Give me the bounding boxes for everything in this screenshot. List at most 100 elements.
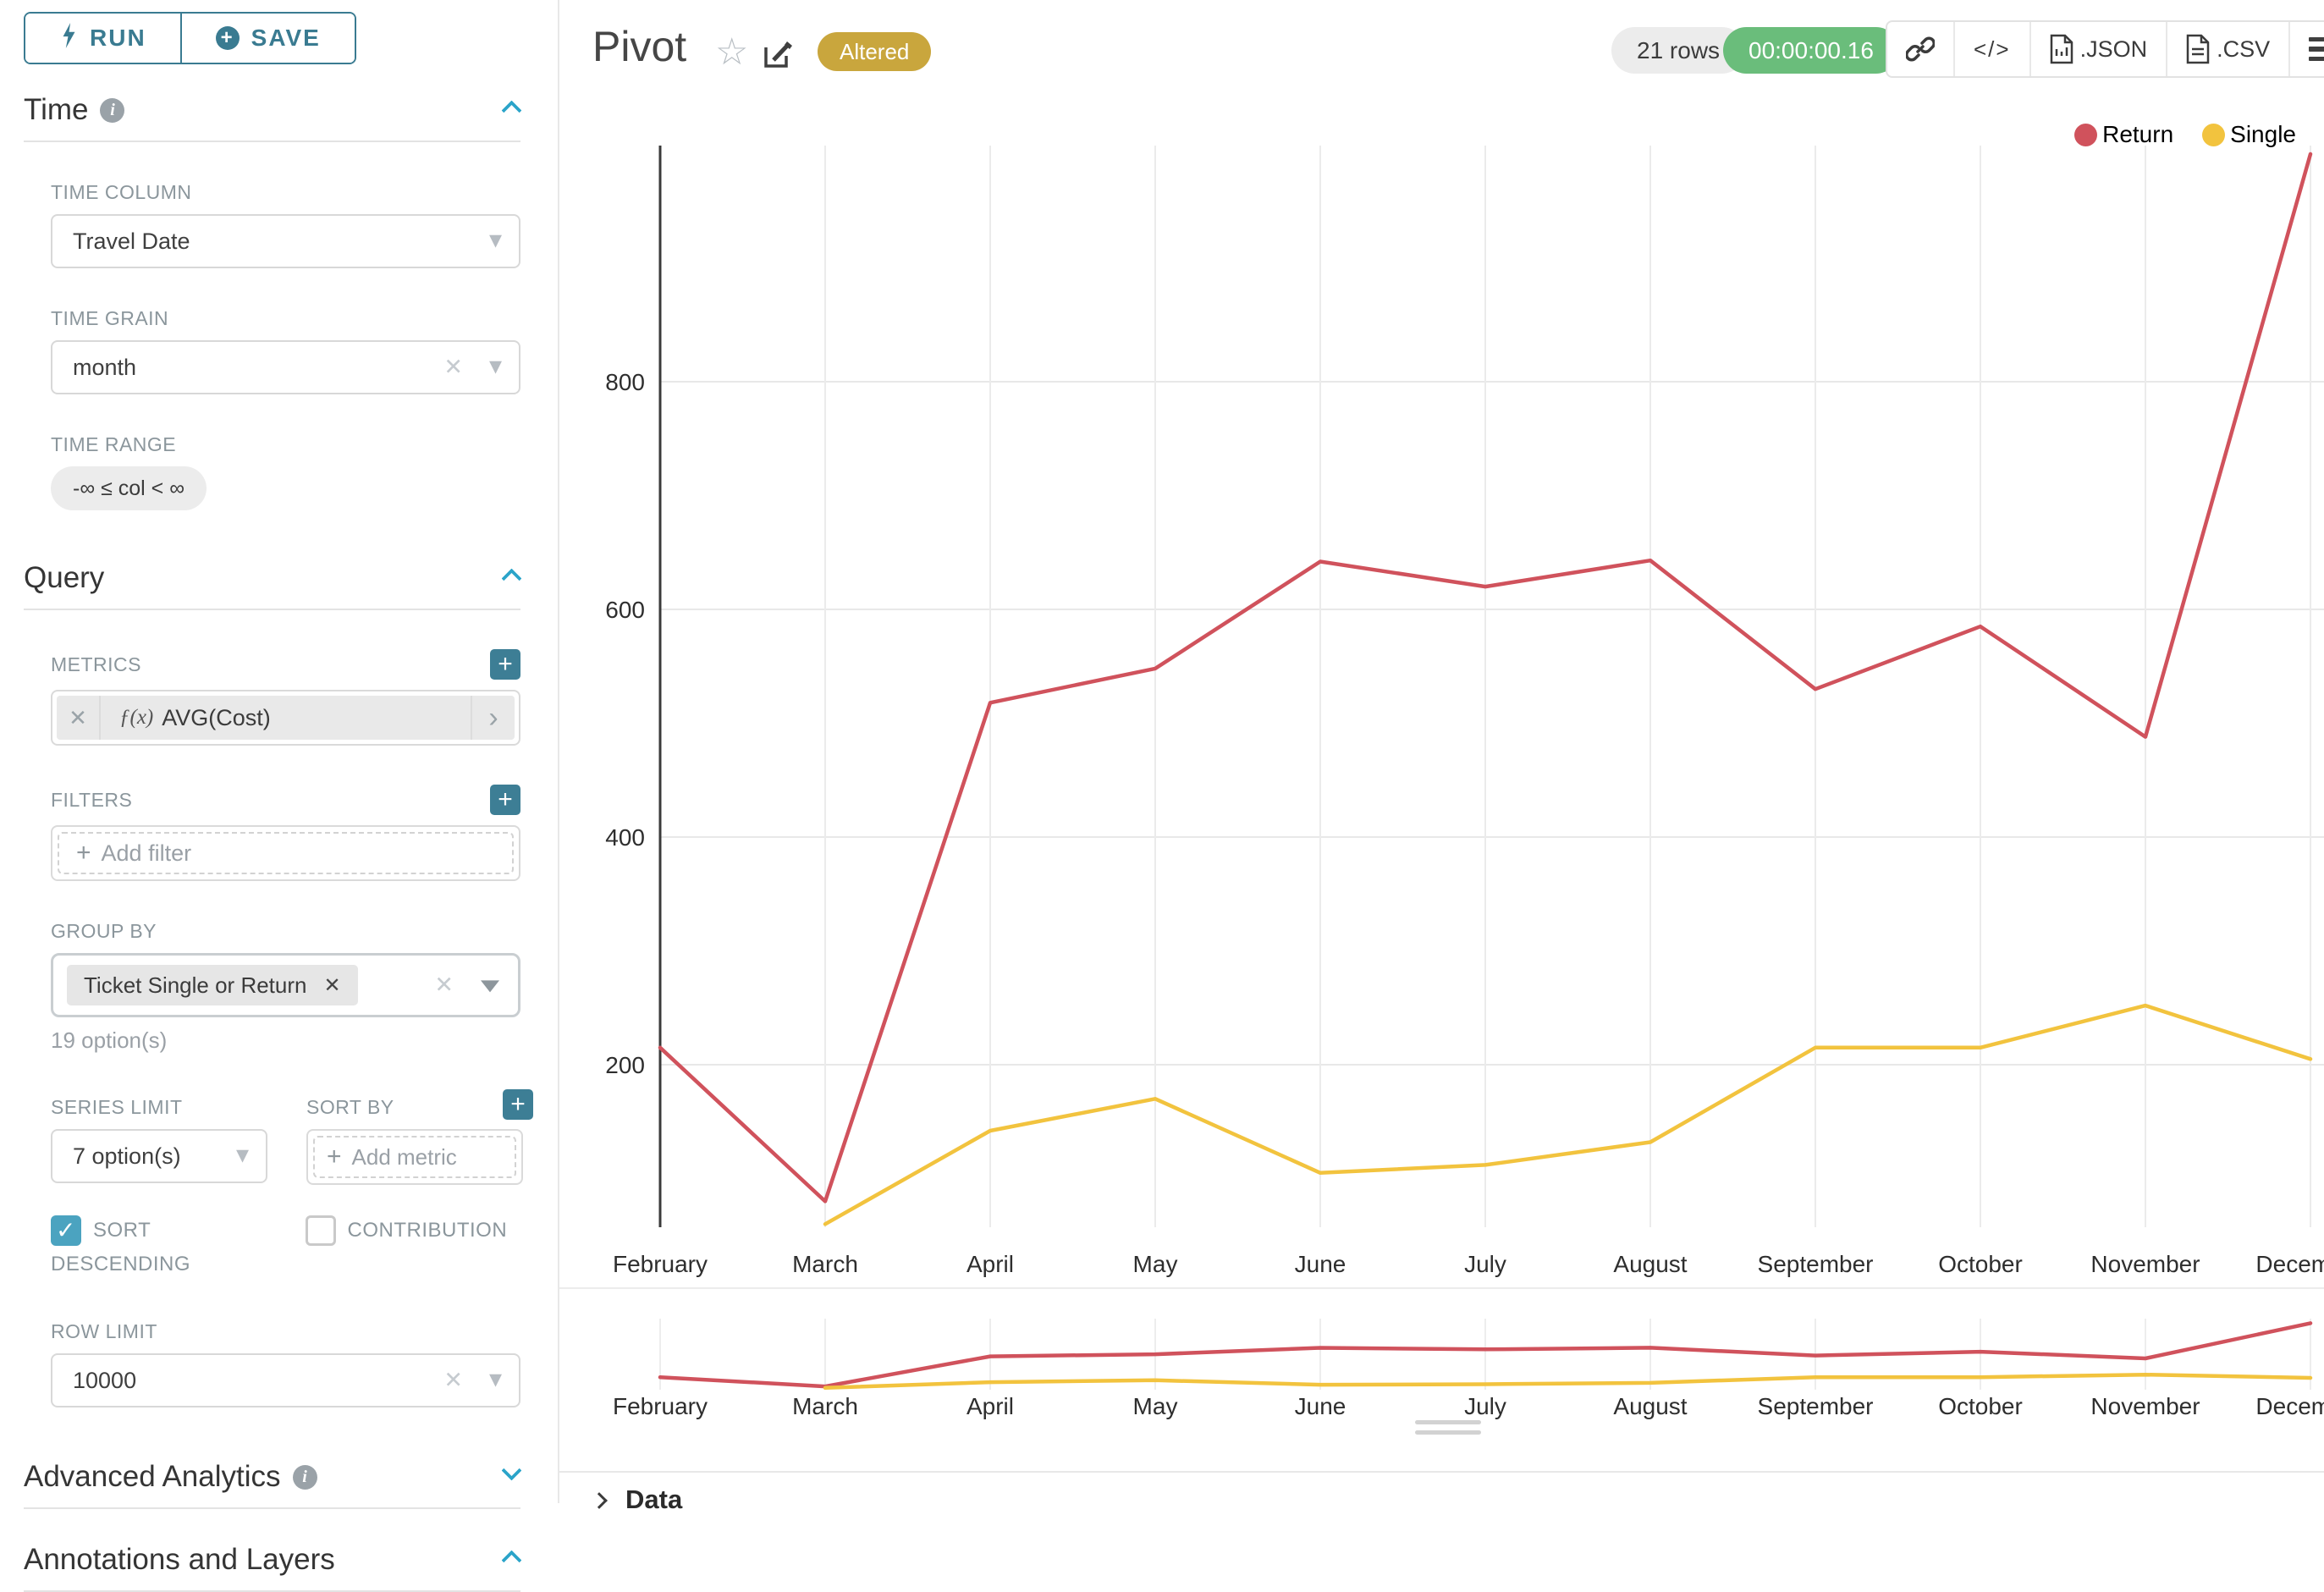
time-column-value: Travel Date <box>73 228 190 254</box>
mini-x-axis-label: April <box>966 1393 1014 1419</box>
mini-x-axis-label: June <box>1295 1393 1346 1419</box>
data-panel-label: Data <box>625 1485 683 1514</box>
add-sort-metric-button[interactable]: + <box>503 1089 533 1120</box>
advanced-analytics-title: Advanced Analytics <box>24 1460 281 1493</box>
query-section-title: Query <box>24 561 105 594</box>
metrics-field: ✕ ƒ(x) AVG(Cost) › <box>51 690 520 746</box>
add-metric-button[interactable]: + <box>490 649 520 680</box>
series-limit-select[interactable]: 7 option(s) ▾ <box>51 1129 267 1183</box>
add-filter-button[interactable]: + <box>490 785 520 815</box>
x-axis-label: August <box>1613 1251 1687 1277</box>
time-range-label: TIME RANGE <box>51 433 177 455</box>
sort-descending-checkbox[interactable]: ✓ <box>51 1215 81 1246</box>
share-link-button[interactable] <box>1887 22 1953 76</box>
legend-item-single[interactable]: Single <box>2202 121 2296 148</box>
data-panel-header[interactable]: Data <box>559 1471 2324 1515</box>
caret-down-icon[interactable]: ▾ <box>488 226 502 255</box>
advanced-analytics-section-header[interactable]: Advanced Analytics i <box>24 1460 522 1494</box>
chevron-down-icon[interactable] <box>501 1460 522 1481</box>
sort-descending-option[interactable]: ✓ SORT DESCENDING <box>51 1214 267 1281</box>
sort-by-field: + Add metric <box>306 1129 523 1185</box>
plus-icon: + <box>327 1143 342 1171</box>
mini-x-axis-label: March <box>792 1393 858 1419</box>
export-json-label: .JSON <box>2079 36 2148 62</box>
mini-x-axis-label: July <box>1464 1393 1506 1419</box>
add-filter-dropzone[interactable]: + Add filter <box>58 832 514 874</box>
series-line-return[interactable] <box>658 151 2313 1204</box>
csv-file-icon <box>2186 34 2210 64</box>
remove-chip-icon[interactable]: ✕ <box>323 973 341 997</box>
mini-series-line-single[interactable] <box>823 1372 2313 1391</box>
export-csv-button[interactable]: .CSV <box>2166 22 2288 76</box>
chevron-right-icon[interactable] <box>591 1492 608 1509</box>
legend-dot-icon <box>2074 123 2098 146</box>
contribution-option[interactable]: CONTRIBUTION <box>305 1214 521 1281</box>
x-axis-label: December <box>2255 1251 2324 1277</box>
group-by-chip[interactable]: Ticket Single or Return ✕ <box>67 965 358 1005</box>
remove-metric-icon[interactable]: ✕ <box>57 696 101 740</box>
metric-value: AVG(Cost) <box>162 704 271 730</box>
info-icon[interactable]: i <box>100 97 125 123</box>
save-button[interactable]: + SAVE <box>179 14 355 63</box>
mini-x-axis-label: September <box>1758 1393 1874 1419</box>
contribution-label: CONTRIBUTION <box>347 1219 508 1242</box>
code-icon: </> <box>1974 36 2011 62</box>
series-line-single[interactable] <box>823 1003 2313 1226</box>
info-icon[interactable]: i <box>292 1464 317 1490</box>
x-axis-label: June <box>1295 1251 1346 1277</box>
export-csv-label: .CSV <box>2217 36 2271 62</box>
add-metric-dropzone[interactable]: + Add metric <box>313 1136 516 1178</box>
caret-down-icon[interactable]: ▾ <box>235 1141 249 1170</box>
row-count-badge: 21 rows <box>1611 27 1746 74</box>
chevron-up-icon[interactable] <box>501 100 522 121</box>
group-by-chip-label: Ticket Single or Return <box>84 972 307 998</box>
annotations-title: Annotations and Layers <box>24 1543 335 1576</box>
time-column-select[interactable]: Travel Date ▾ <box>51 214 520 268</box>
clear-icon[interactable]: ✕ <box>443 354 463 380</box>
query-timer-badge: 00:00:00.16 <box>1723 27 1899 74</box>
time-section-header[interactable]: Time i <box>24 93 522 127</box>
export-json-button[interactable]: .JSON <box>2029 22 2167 76</box>
legend-item-return[interactable]: Return <box>2074 121 2173 148</box>
line-chart[interactable]: 200 400 600 800 February February March March Ap… <box>559 102 2324 1439</box>
metric-chip[interactable]: ✕ ƒ(x) AVG(Cost) › <box>57 696 515 740</box>
mini-series-line-return[interactable] <box>658 1321 2313 1389</box>
sort-descending-label: SORT DESCENDING <box>51 1219 191 1275</box>
dropdown-arrow-icon[interactable] <box>481 980 499 993</box>
group-by-select[interactable]: Ticket Single or Return ✕ ✕ <box>51 953 520 1017</box>
chevron-up-icon[interactable] <box>501 1550 522 1571</box>
contribution-checkbox[interactable] <box>305 1215 336 1246</box>
query-section-header[interactable]: Query <box>24 561 522 595</box>
chevron-up-icon[interactable] <box>501 568 522 589</box>
plus-icon: + <box>76 839 91 867</box>
altered-badge[interactable]: Altered <box>818 32 932 71</box>
mini-x-axis-label: August <box>1613 1393 1687 1419</box>
run-button[interactable]: RUN <box>25 14 180 63</box>
chart-menu-button[interactable] <box>2288 22 2324 76</box>
mini-x-axis-label: May <box>1133 1393 1178 1419</box>
section-divider <box>24 1507 520 1509</box>
run-save-button-group: RUN + SAVE <box>24 12 356 64</box>
caret-down-icon[interactable]: ▾ <box>488 352 502 381</box>
x-axis-label: October <box>1938 1251 2023 1277</box>
mini-x-axis-label: October <box>1938 1393 2023 1419</box>
add-metric-placeholder: Add metric <box>351 1143 457 1170</box>
chevron-right-icon[interactable]: › <box>471 696 515 740</box>
time-grain-select[interactable]: month ✕ ▾ <box>51 340 520 394</box>
time-range-pill[interactable]: -∞ ≤ col < ∞ <box>51 466 207 510</box>
resize-drag-handle[interactable] <box>1415 1420 1481 1441</box>
clear-icon[interactable]: ✕ <box>434 972 454 998</box>
chart-legend: Return Single <box>559 121 2296 148</box>
save-button-label: SAVE <box>251 25 321 51</box>
clear-icon[interactable]: ✕ <box>443 1367 463 1393</box>
favorite-star-icon[interactable]: ☆ <box>715 31 749 73</box>
view-query-button[interactable]: </> <box>1953 22 2029 76</box>
edit-title-icon[interactable] <box>763 39 795 75</box>
section-divider <box>24 609 520 610</box>
group-by-label: GROUP BY <box>51 920 157 942</box>
annotations-section-header[interactable]: Annotations and Layers <box>24 1543 522 1577</box>
caret-down-icon[interactable]: ▾ <box>488 1365 502 1394</box>
filters-field: + Add filter <box>51 825 520 881</box>
time-grain-label: TIME GRAIN <box>51 307 169 329</box>
row-limit-select[interactable]: 10000 ✕ ▾ <box>51 1353 520 1407</box>
